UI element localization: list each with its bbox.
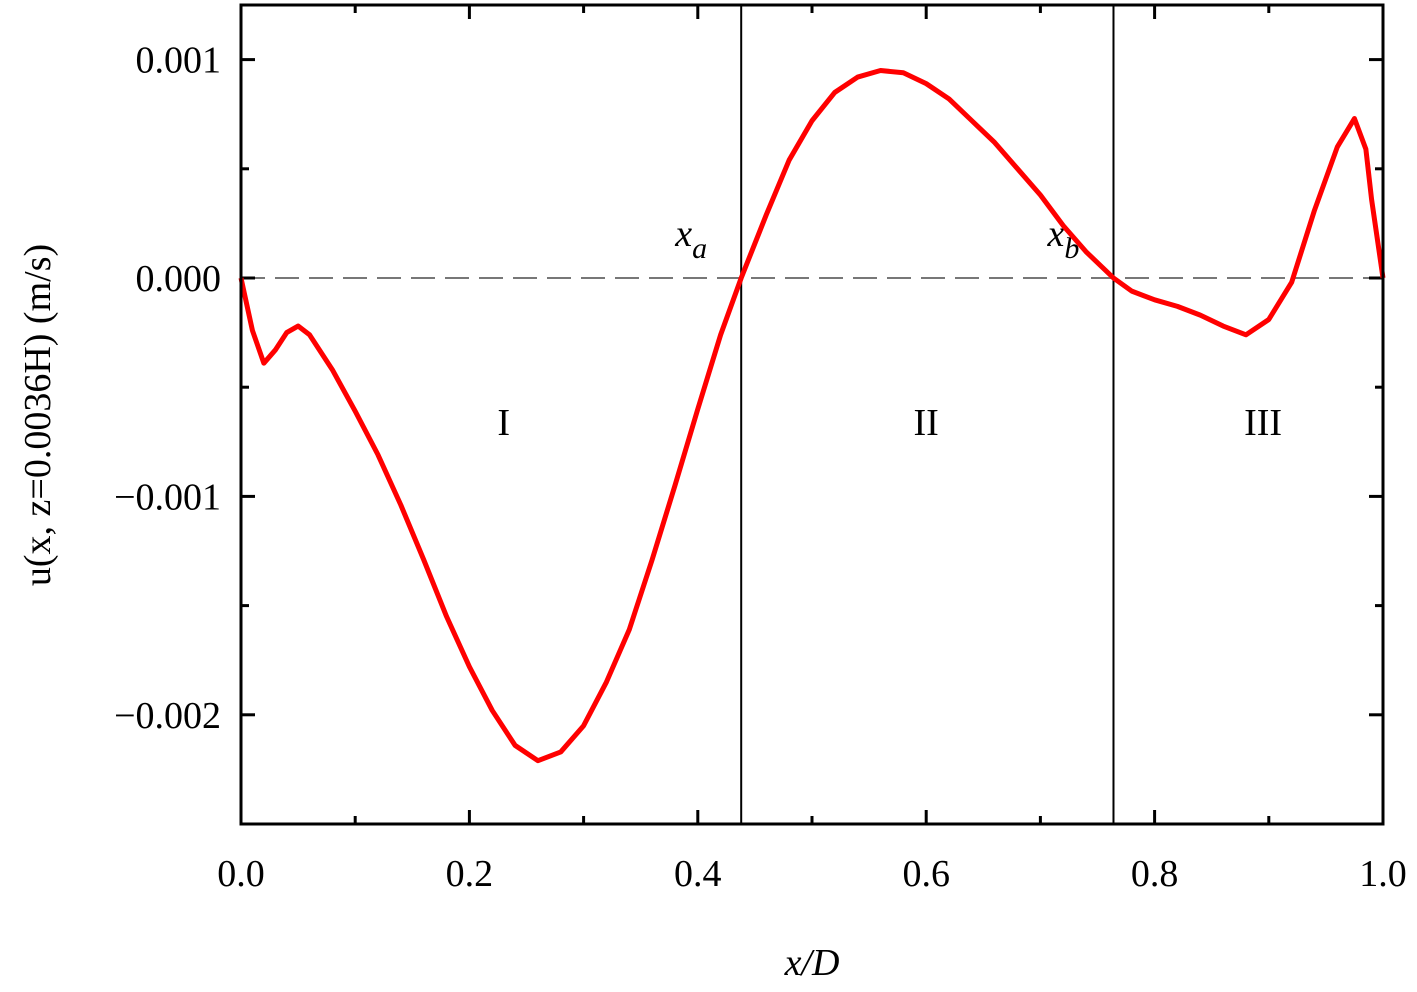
x-tick-label: 0.0 <box>217 853 265 895</box>
divider-label-sub: a <box>692 232 707 265</box>
x-tick-label: 0.4 <box>674 853 722 895</box>
region-label: I <box>497 402 510 444</box>
divider-label: xa <box>674 213 707 265</box>
y-tick-label: −0.002 <box>114 695 221 737</box>
y-tick-label: 0.000 <box>136 258 222 300</box>
y-axis-label: u(x, z=0.0036H) (m/s) <box>17 244 59 586</box>
x-tick-label: 1.0 <box>1359 853 1407 895</box>
x-axis-label: x/D <box>784 942 840 984</box>
region-label: III <box>1244 402 1282 444</box>
x-tick-label: 0.6 <box>902 853 950 895</box>
plot-frame <box>239 3 1385 826</box>
data-line <box>238 68 1386 764</box>
y-tick-label: 0.001 <box>136 40 222 82</box>
x-tick-label: 0.2 <box>446 853 494 895</box>
region-label: II <box>914 402 939 444</box>
y-tick-label: −0.001 <box>114 476 221 518</box>
divider-label-main: x <box>674 213 692 255</box>
x-tick-label: 0.8 <box>1131 853 1179 895</box>
